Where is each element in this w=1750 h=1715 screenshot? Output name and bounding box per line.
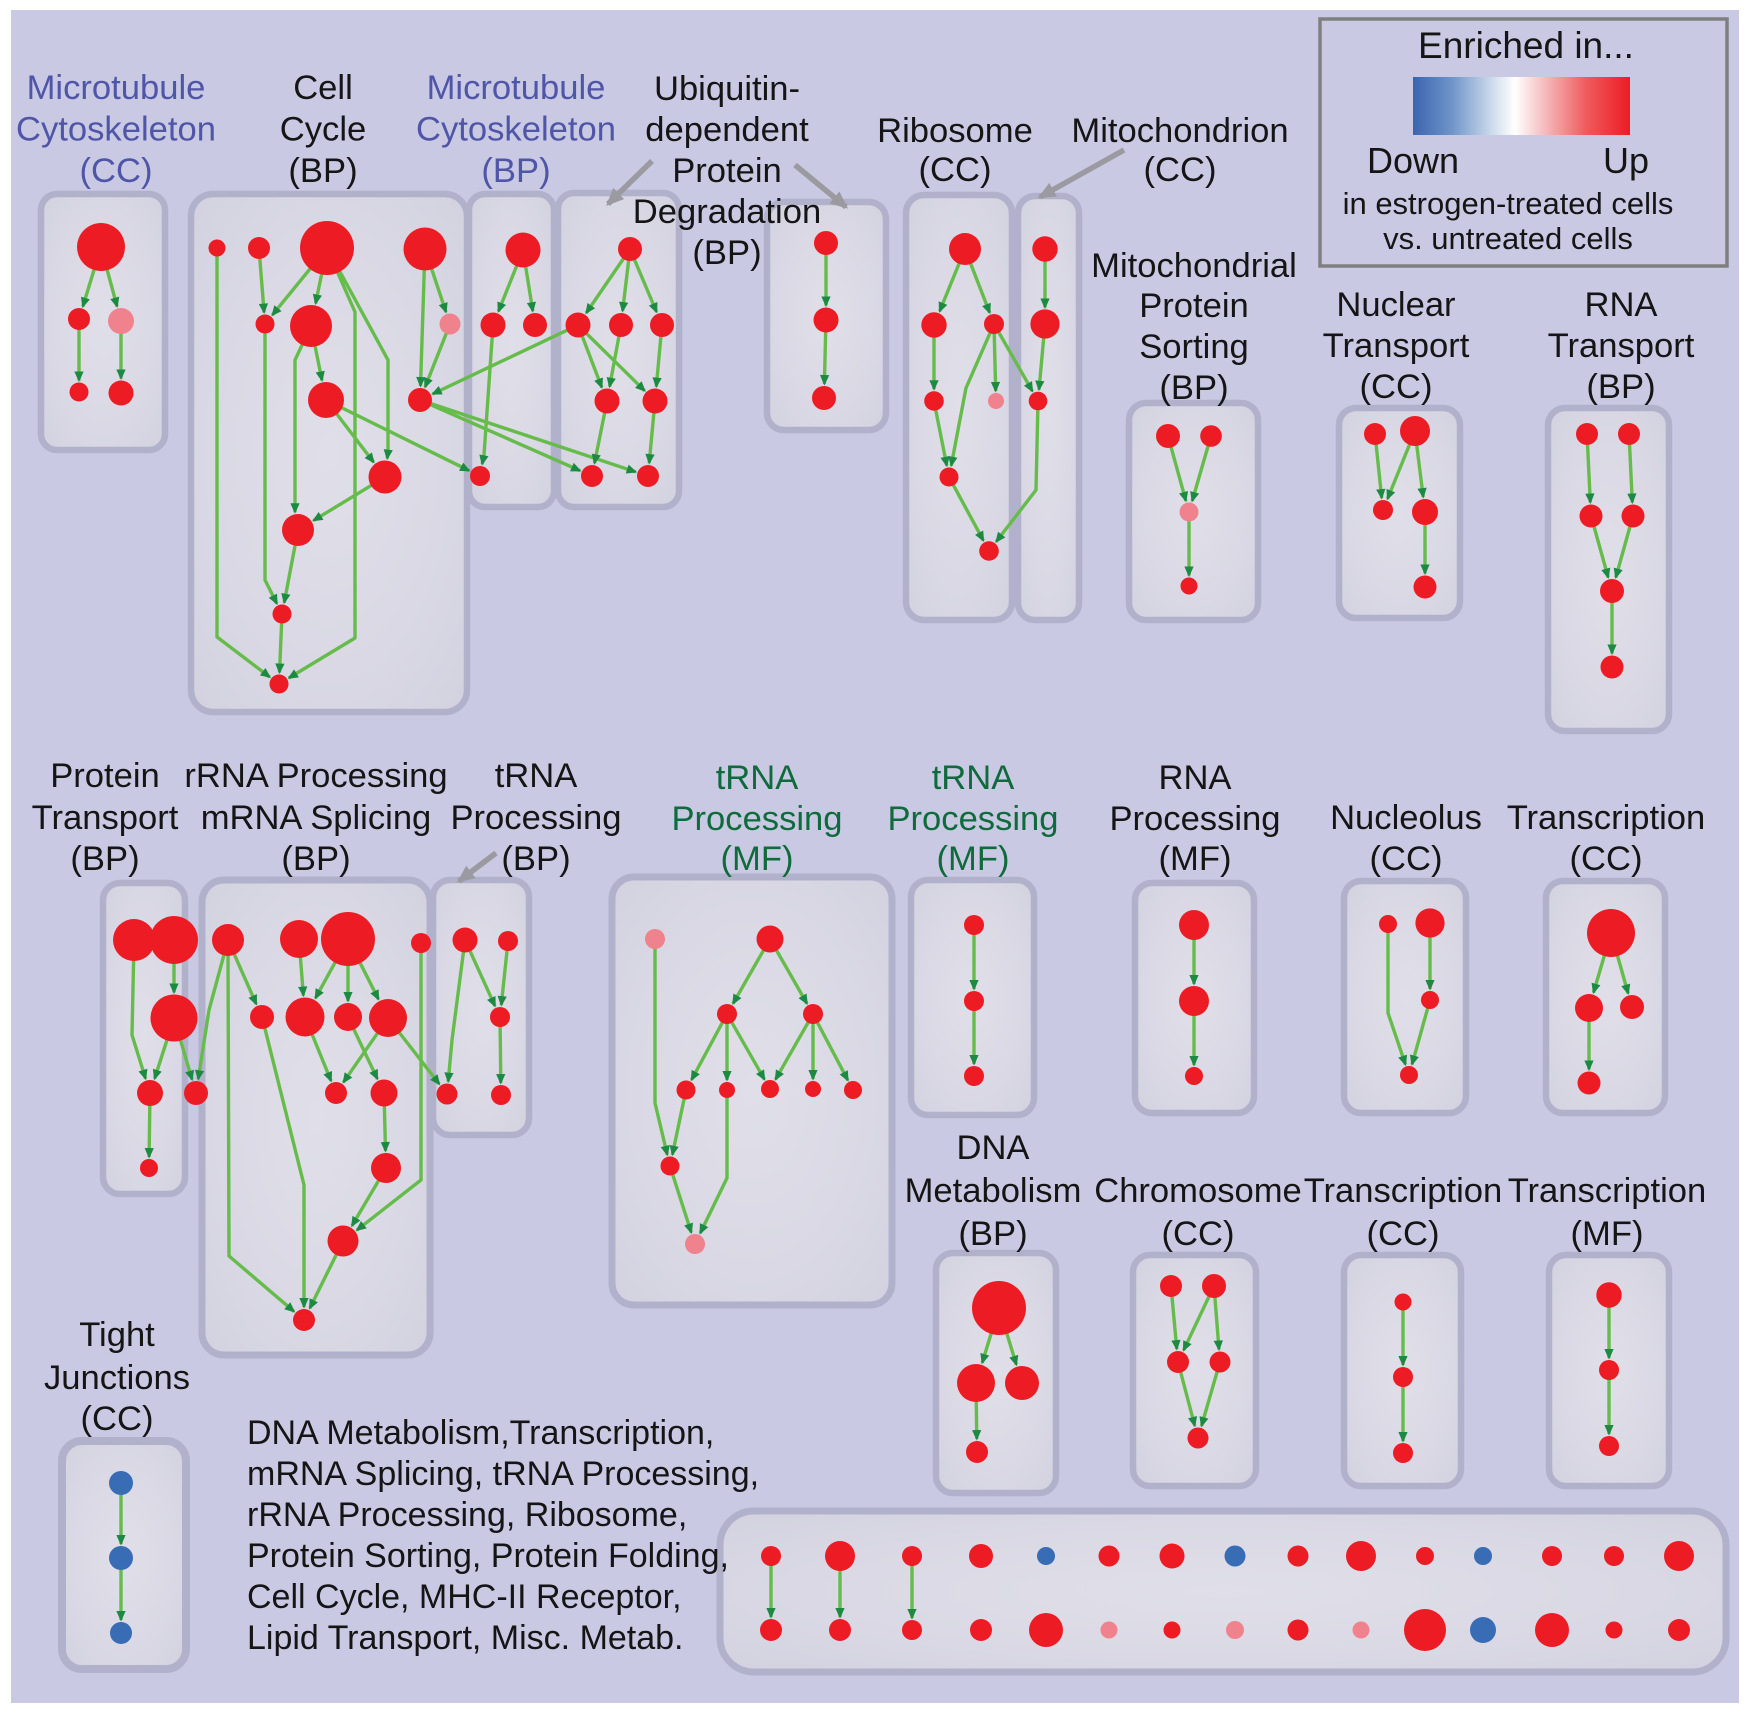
svg-text:tRNA: tRNA (932, 759, 1015, 797)
svg-text:Processing: Processing (1109, 800, 1280, 838)
svg-text:Cell: Cell (293, 69, 353, 107)
svg-text:Transcription: Transcription (1508, 1172, 1707, 1210)
svg-text:dependent: dependent (645, 111, 809, 149)
svg-text:Microtubule: Microtubule (427, 69, 606, 107)
svg-text:Transcription: Transcription (1507, 799, 1706, 837)
svg-text:Protein: Protein (672, 152, 782, 190)
svg-text:(MF): (MF) (721, 840, 794, 878)
svg-text:rRNA Processing, Ribosome,: rRNA Processing, Ribosome, (247, 1496, 687, 1534)
svg-text:(BP): (BP) (692, 234, 761, 272)
svg-text:Mitochondrion: Mitochondrion (1071, 112, 1288, 150)
svg-text:Processing: Processing (671, 800, 842, 838)
svg-text:(MF): (MF) (1571, 1215, 1644, 1253)
svg-text:Cytoskeleton: Cytoskeleton (16, 111, 216, 149)
svg-text:Down: Down (1367, 140, 1459, 181)
svg-text:Microtubule: Microtubule (27, 69, 206, 107)
svg-text:mRNA Splicing: mRNA Splicing (201, 799, 432, 837)
svg-text:Transport: Transport (1548, 327, 1695, 365)
svg-text:Transcription: Transcription (1304, 1172, 1503, 1210)
svg-text:Lipid Transport, Misc. Metab.: Lipid Transport, Misc. Metab. (247, 1619, 684, 1657)
svg-text:Processing: Processing (450, 799, 621, 837)
svg-text:Nucleolus: Nucleolus (1330, 799, 1482, 837)
svg-text:Protein: Protein (1139, 287, 1249, 325)
svg-text:(CC): (CC) (1162, 1215, 1235, 1253)
svg-text:rRNA Processing: rRNA Processing (184, 757, 447, 795)
svg-text:RNA: RNA (1158, 759, 1231, 797)
svg-text:Cytoskeleton: Cytoskeleton (416, 111, 616, 149)
svg-text:(BP): (BP) (281, 840, 350, 878)
svg-text:Ubiquitin-: Ubiquitin- (654, 70, 800, 108)
svg-text:Sorting: Sorting (1139, 328, 1249, 366)
svg-text:(CC): (CC) (1370, 840, 1443, 878)
svg-text:tRNA: tRNA (716, 759, 799, 797)
svg-text:Tight: Tight (79, 1316, 155, 1354)
svg-text:(BP): (BP) (1159, 369, 1228, 407)
svg-text:Junctions: Junctions (44, 1359, 190, 1397)
svg-text:(CC): (CC) (919, 151, 992, 189)
svg-text:(CC): (CC) (80, 152, 153, 190)
svg-text:(BP): (BP) (288, 152, 357, 190)
svg-text:(BP): (BP) (1586, 368, 1655, 406)
svg-text:Protein: Protein (50, 757, 160, 795)
svg-text:(CC): (CC) (1367, 1215, 1440, 1253)
svg-text:(MF): (MF) (937, 840, 1010, 878)
svg-text:(BP): (BP) (70, 840, 139, 878)
svg-text:(CC): (CC) (1360, 368, 1433, 406)
svg-text:(BP): (BP) (501, 840, 570, 878)
svg-text:Degradation: Degradation (633, 193, 821, 231)
svg-text:Transport: Transport (32, 799, 179, 837)
svg-text:tRNA: tRNA (495, 757, 578, 795)
svg-text:Transport: Transport (1323, 327, 1470, 365)
svg-text:(BP): (BP) (958, 1215, 1027, 1253)
svg-text:Mitochondrial: Mitochondrial (1091, 247, 1297, 285)
svg-text:Enriched in...: Enriched in... (1418, 25, 1634, 66)
svg-text:Metabolism: Metabolism (905, 1172, 1082, 1210)
svg-text:mRNA Splicing, tRNA Processing: mRNA Splicing, tRNA Processing, (247, 1455, 759, 1493)
svg-text:DNA Metabolism,Transcription,: DNA Metabolism,Transcription, (247, 1414, 714, 1452)
svg-text:(CC): (CC) (81, 1400, 154, 1438)
svg-text:(BP): (BP) (481, 152, 550, 190)
svg-text:(CC): (CC) (1570, 840, 1643, 878)
svg-text:Ribosome: Ribosome (877, 112, 1033, 150)
svg-text:Cell Cycle, MHC-II Receptor,: Cell Cycle, MHC-II Receptor, (247, 1578, 682, 1616)
svg-text:vs. untreated cells: vs. untreated cells (1383, 221, 1633, 256)
svg-text:in estrogen-treated cells: in estrogen-treated cells (1343, 186, 1674, 221)
svg-text:Protein Sorting, Protein Foldi: Protein Sorting, Protein Folding, (247, 1537, 729, 1575)
svg-text:Up: Up (1603, 140, 1649, 181)
svg-text:Processing: Processing (887, 800, 1058, 838)
svg-text:DNA: DNA (956, 1129, 1029, 1167)
svg-text:Chromosome: Chromosome (1094, 1172, 1302, 1210)
svg-text:RNA: RNA (1584, 286, 1657, 324)
svg-text:(CC): (CC) (1144, 151, 1217, 189)
svg-text:Cycle: Cycle (280, 111, 366, 149)
svg-text:Nuclear: Nuclear (1336, 286, 1455, 324)
svg-text:(MF): (MF) (1159, 840, 1232, 878)
